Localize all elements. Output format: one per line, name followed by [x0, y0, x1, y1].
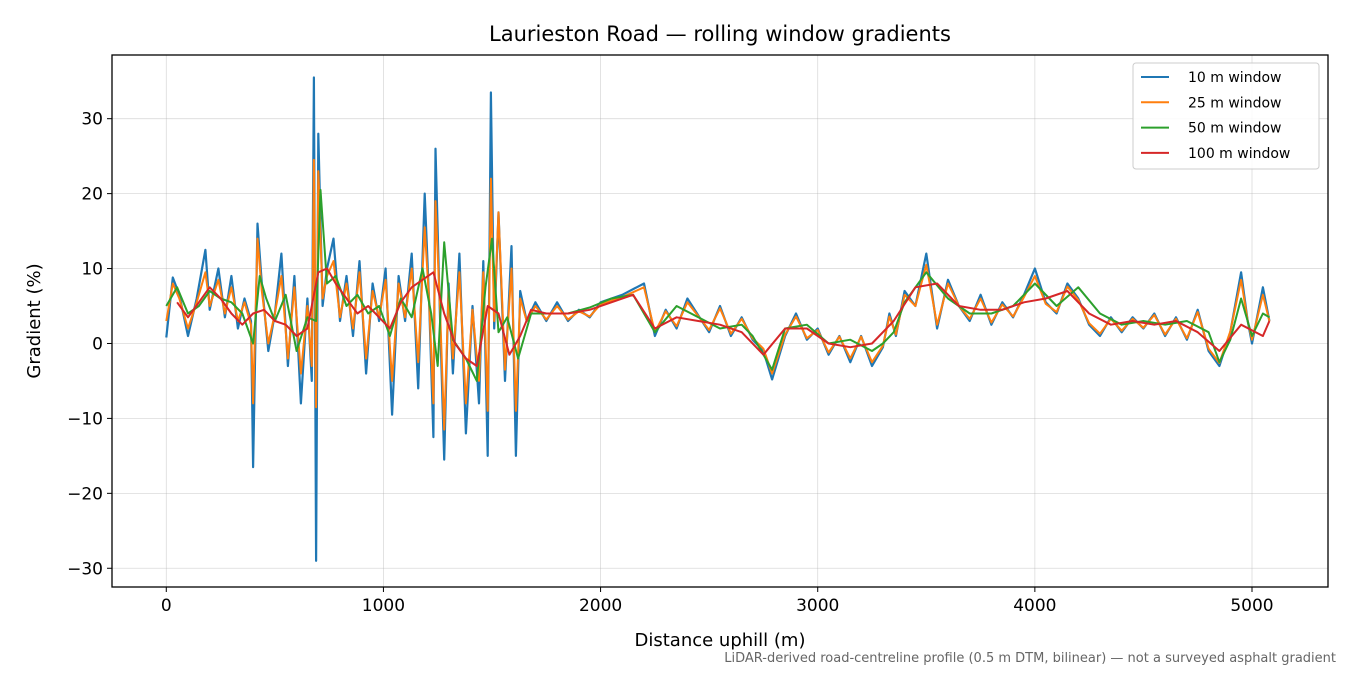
chart-title: Laurieston Road — rolling window gradien… [489, 22, 951, 46]
y-tick-label: −10 [67, 409, 103, 429]
plot-frame [111, 54, 1329, 588]
plot-area [165, 76, 1271, 562]
legend-label: 50 m window [1188, 121, 1281, 137]
series-line-10-m-window [165, 76, 1271, 562]
x-tick-label: 1000 [362, 596, 405, 616]
y-tick-label: 10 [81, 260, 103, 280]
y-tick-label: 30 [81, 110, 103, 130]
legend-box [1132, 62, 1320, 170]
y-axis: −30 −20 −10 0 10 20 30 [67, 110, 112, 579]
y-tick-label: −20 [67, 484, 103, 504]
y-tick-label: −30 [67, 559, 103, 579]
x-axis-label: Distance uphill (m) [635, 630, 806, 651]
x-axis: 0 1000 2000 3000 4000 5000 [161, 587, 1274, 616]
y-tick-label: 0 [92, 334, 103, 354]
y-tick-label: 20 [81, 185, 103, 205]
legend-label: 25 m window [1188, 95, 1281, 111]
series-line-25-m-window [165, 158, 1271, 431]
y-axis-label: Gradient (%) [24, 263, 45, 378]
legend: 10 m window 25 m window 50 m window 100 m w… [1132, 62, 1320, 170]
legend-label: 10 m window [1188, 70, 1281, 86]
series-line-50-m-window [165, 188, 1270, 382]
x-tick-label: 0 [161, 596, 172, 616]
x-tick-label: 4000 [1013, 596, 1056, 616]
series-line-100-m-window [176, 267, 1271, 367]
footnote: LiDAR-derived road-centreline profile (0… [724, 651, 1336, 666]
legend-label: 100 m window [1188, 146, 1290, 162]
x-tick-label: 2000 [579, 596, 622, 616]
x-tick-label: 5000 [1230, 596, 1273, 616]
x-tick-label: 3000 [796, 596, 839, 616]
